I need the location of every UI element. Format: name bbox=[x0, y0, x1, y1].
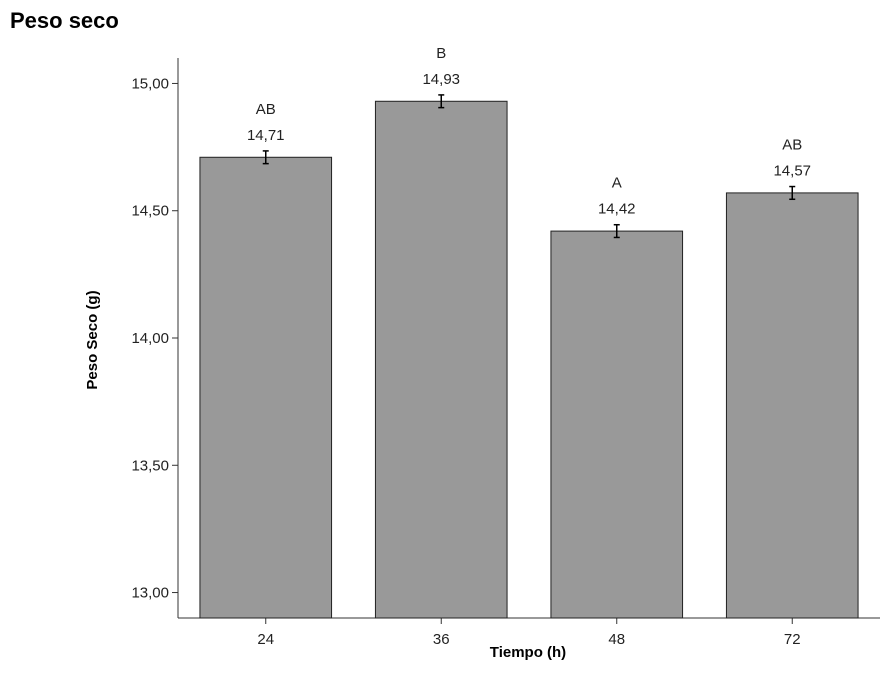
bar-group-letter: AB bbox=[782, 137, 802, 154]
y-axis-title: Peso Seco (g) bbox=[84, 290, 101, 389]
bars: 14,71 AB 14,93 B 14,42 A 14,57 AB bbox=[199, 45, 859, 619]
bar bbox=[550, 230, 684, 619]
page-title: Peso seco bbox=[10, 8, 119, 33]
x-tick-label: 48 bbox=[608, 631, 625, 648]
bar-value-label: 14,42 bbox=[598, 201, 636, 218]
y-axis: 13,00 13,50 14,00 14,50 15,00 bbox=[131, 58, 179, 618]
bar-value-label: 14,57 bbox=[773, 163, 811, 180]
bar-value-label: 14,71 bbox=[247, 127, 285, 144]
y-tick-label: 13,00 bbox=[131, 585, 169, 602]
x-axis-title: Tiempo (h) bbox=[490, 644, 566, 661]
y-tick-label: 14,50 bbox=[131, 203, 169, 220]
y-tick-label: 15,00 bbox=[131, 75, 169, 92]
y-tick-label: 13,50 bbox=[131, 457, 169, 474]
bar-group-letter: AB bbox=[256, 101, 276, 118]
bar-group-letter: A bbox=[612, 175, 622, 192]
bar-value-label: 14,93 bbox=[422, 71, 460, 88]
x-tick-label: 72 bbox=[784, 631, 801, 648]
x-tick-label: 36 bbox=[433, 631, 450, 648]
x-tick-label: 24 bbox=[257, 631, 274, 648]
bar bbox=[374, 100, 508, 619]
bar-group-letter: B bbox=[436, 45, 446, 62]
bar bbox=[199, 156, 333, 619]
y-tick-label: 14,00 bbox=[131, 330, 169, 347]
bar bbox=[725, 192, 859, 619]
